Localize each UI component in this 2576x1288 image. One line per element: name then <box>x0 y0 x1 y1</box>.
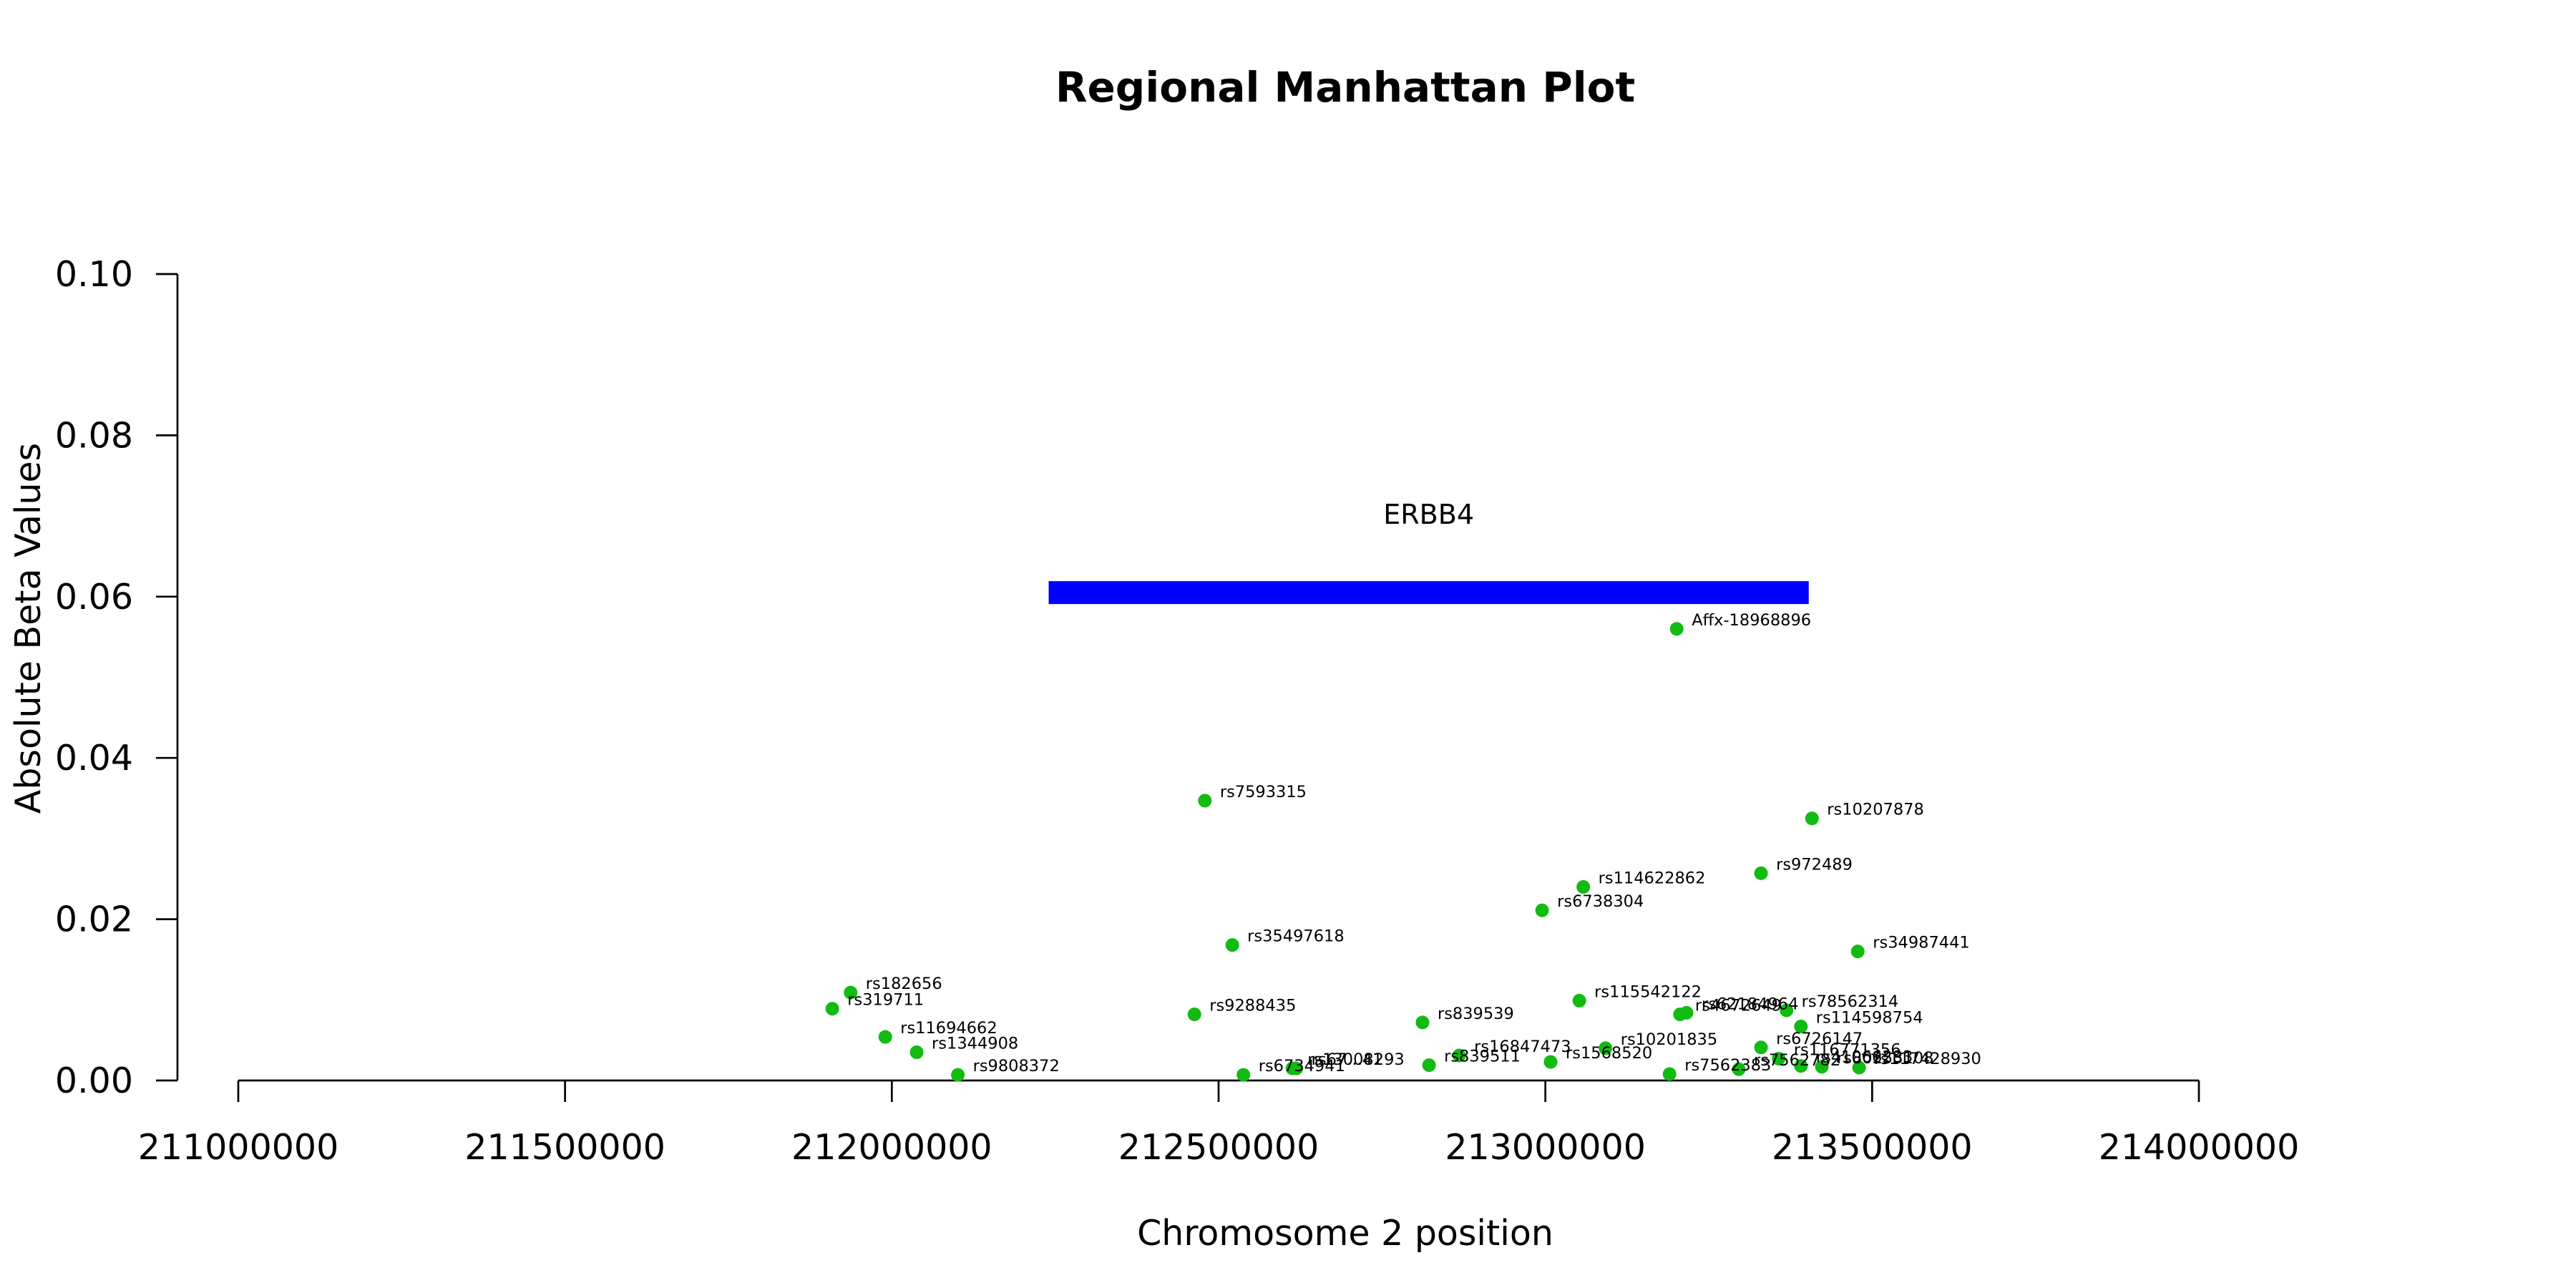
snp-label: rs7562383 <box>1684 1056 1771 1075</box>
x-tick-label: 211000000 <box>138 1127 339 1168</box>
snp-point <box>1772 1052 1786 1066</box>
snp-label: rs319711 <box>847 991 924 1010</box>
snp-point <box>1850 945 1865 959</box>
gene-label: ERBB4 <box>1383 499 1474 530</box>
y-tick-label: 0.06 <box>55 577 133 618</box>
snp-label: rs116771356 <box>1794 1041 1901 1060</box>
snp-point <box>1236 1068 1251 1082</box>
y-tick-label: 0.02 <box>55 899 133 940</box>
snp-point <box>1225 938 1239 952</box>
snp-label: rs10207878 <box>1827 801 1924 819</box>
x-tick-label: 213000000 <box>1445 1127 1646 1168</box>
snp-point <box>1452 1048 1466 1063</box>
snp-point <box>1289 1061 1304 1075</box>
gene-layer: ERBB4 <box>1048 499 1809 605</box>
snp-point <box>1780 1003 1794 1018</box>
snp-label: rs6734941 <box>1259 1057 1345 1075</box>
snp-point <box>1754 866 1768 880</box>
snp-label: rs1568520 <box>1566 1044 1652 1063</box>
snp-label: rs80253108 <box>1837 1049 1934 1068</box>
snp-label: rs6738304 <box>1557 892 1644 911</box>
y-axis-label: Absolute Beta Values <box>8 443 49 814</box>
snp-label: rs16847473 <box>1474 1038 1571 1056</box>
snp-label: rs7562782 <box>1754 1051 1840 1070</box>
snp-label: rs35497618 <box>1247 927 1345 946</box>
snp-point <box>1187 1008 1201 1022</box>
snp-point <box>951 1068 965 1082</box>
snp-label: rs972489 <box>1776 855 1853 874</box>
snp-label: rs4672649 <box>1695 997 1782 1015</box>
snp-label: rs10201835 <box>1621 1030 1718 1049</box>
snp-point <box>1669 622 1684 636</box>
snp-label: rs1344908 <box>932 1035 1018 1053</box>
snp-label: rs11694662 <box>900 1019 997 1038</box>
snp-point <box>1415 1015 1430 1030</box>
snp-label: rs78562314 <box>1802 992 1899 1011</box>
snp-label: rs6726147 <box>1776 1030 1863 1048</box>
x-tick-label: 213500000 <box>1772 1127 1973 1168</box>
snp-point <box>1662 1067 1677 1081</box>
snp-label: rs13008293 <box>1307 1050 1405 1069</box>
y-tick-label: 0.04 <box>55 738 133 779</box>
snp-label: rs7593315 <box>1220 783 1307 801</box>
snp-point <box>1815 1060 1829 1074</box>
x-axis-label: Chromosome 2 position <box>1137 1213 1553 1254</box>
snp-label: rs117428930 <box>1874 1050 1981 1068</box>
snp-point <box>1198 794 1212 808</box>
snp-point <box>1572 993 1586 1008</box>
snp-point <box>1794 1019 1808 1033</box>
snp-point <box>1805 811 1819 826</box>
x-tick-label: 211500000 <box>464 1127 665 1168</box>
points-layer <box>825 622 1866 1082</box>
snp-point <box>1794 1059 1808 1073</box>
snp-point <box>1754 1040 1768 1055</box>
snp-point <box>878 1030 892 1044</box>
y-tick-label: 0.10 <box>55 254 133 295</box>
snp-label: rs34987441 <box>1873 934 1970 952</box>
snp-label: rs839539 <box>1438 1005 1514 1023</box>
snp-point <box>1422 1058 1436 1073</box>
snp-point <box>1535 903 1549 917</box>
snp-label: rs114598754 <box>1816 1008 1923 1027</box>
snp-label: rs62184964 <box>1702 995 1799 1013</box>
snp-label: Affx-18968896 <box>1692 611 1811 630</box>
axes: 211000000 211500000 212000000 212500000 2130… <box>55 254 2299 1168</box>
y-tick-label: 0.08 <box>55 415 133 456</box>
snp-point <box>1599 1041 1613 1055</box>
chart-title: Regional Manhattan Plot <box>1055 63 1635 112</box>
snp-label: rs839511 <box>1444 1048 1521 1066</box>
gene-bar <box>1048 581 1809 605</box>
snp-label: rs9808372 <box>973 1057 1060 1075</box>
snp-label: rs182656 <box>866 975 942 993</box>
snp-point <box>1673 1008 1687 1022</box>
labels-layer: Affx-18968896 rs7593315 rs10207878 rs972489… <box>847 611 1981 1075</box>
snp-point <box>844 985 858 1000</box>
snp-label: rs115542122 <box>1594 982 1702 1001</box>
snp-point <box>1576 880 1591 894</box>
snp-label: rs114622862 <box>1599 869 1706 888</box>
snp-point <box>1852 1060 1866 1075</box>
x-tick-label: 212000000 <box>791 1127 992 1168</box>
y-tick-label: 0.00 <box>55 1060 133 1101</box>
snp-label: rs41066283 <box>1816 1048 1913 1067</box>
snp-point <box>1543 1055 1558 1069</box>
snp-point <box>909 1045 924 1060</box>
snp-point <box>825 1002 839 1016</box>
snp-point <box>1732 1062 1746 1076</box>
snp-label: rs9288435 <box>1209 997 1296 1015</box>
x-tick-label: 212500000 <box>1118 1127 1319 1168</box>
snp-label: rs67...41 <box>1312 1050 1383 1069</box>
x-tick-label: 214000000 <box>2099 1127 2300 1168</box>
